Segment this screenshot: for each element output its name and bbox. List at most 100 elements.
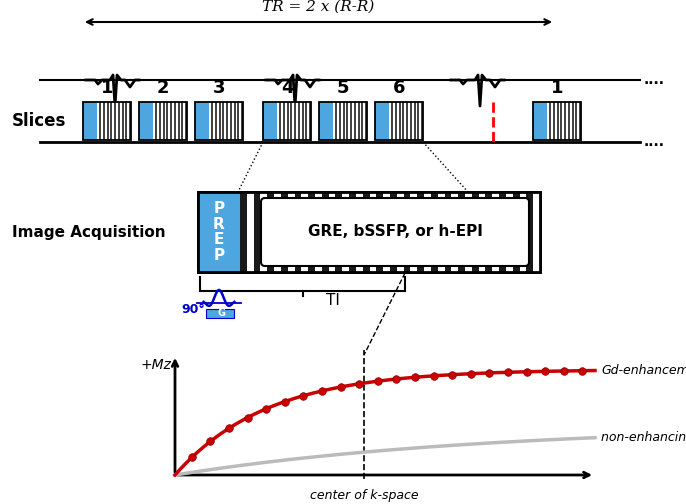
Bar (178, 102, 180, 140)
Bar (410, 102, 412, 140)
Bar (547, 102, 581, 140)
Text: ....: .... (644, 73, 665, 87)
Bar (198, 192, 540, 272)
Bar (472, 192, 479, 272)
Bar (118, 102, 120, 140)
Bar (114, 102, 116, 140)
Bar (571, 102, 573, 140)
Bar (97, 102, 131, 140)
Bar (308, 192, 315, 272)
Bar (263, 102, 311, 140)
Bar (234, 102, 235, 140)
Bar (339, 102, 341, 140)
Bar (557, 102, 558, 140)
Bar (287, 102, 289, 140)
Text: TI: TI (326, 293, 340, 308)
Bar (568, 102, 570, 140)
Bar (170, 102, 172, 140)
Bar (417, 192, 424, 272)
Bar (319, 102, 333, 140)
Bar (211, 102, 213, 140)
Bar (195, 102, 243, 140)
Bar (391, 102, 393, 140)
Bar (362, 102, 364, 140)
Bar (533, 102, 581, 140)
Bar (290, 102, 292, 140)
Bar (298, 102, 300, 140)
Bar (349, 192, 356, 272)
Bar (215, 102, 217, 140)
Point (410, 373, 421, 382)
Bar (159, 102, 161, 140)
Bar (350, 102, 352, 140)
Point (316, 387, 327, 395)
Text: G: G (217, 308, 225, 319)
Bar (533, 102, 547, 140)
Bar (458, 192, 465, 272)
Bar (139, 102, 154, 140)
Bar (107, 102, 108, 140)
Bar (403, 102, 404, 140)
Bar (241, 102, 243, 140)
Point (540, 367, 551, 375)
Point (224, 424, 235, 432)
Point (484, 369, 495, 377)
Bar (222, 102, 224, 140)
Bar (579, 102, 581, 140)
Bar (512, 192, 519, 272)
Bar (154, 102, 187, 140)
Text: center of k-space: center of k-space (309, 489, 418, 502)
Bar (445, 192, 451, 272)
Text: non-enhancing tissue: non-enhancing tissue (601, 431, 686, 444)
Bar (268, 192, 274, 272)
Point (261, 405, 272, 413)
Point (447, 370, 458, 379)
Bar (294, 192, 301, 272)
Bar (346, 102, 348, 140)
Text: TR = 2 x (R-R): TR = 2 x (R-R) (262, 0, 375, 14)
Bar (302, 102, 303, 140)
Bar (103, 102, 105, 140)
Bar (576, 102, 577, 140)
Text: 4: 4 (281, 79, 293, 97)
Text: 5: 5 (337, 79, 349, 97)
Bar (319, 102, 367, 140)
Bar (390, 192, 397, 272)
Bar (322, 192, 329, 272)
Text: GRE, bSSFP, or h-EPI: GRE, bSSFP, or h-EPI (307, 224, 482, 239)
Point (335, 383, 346, 391)
Point (428, 372, 439, 380)
Bar (198, 192, 540, 272)
Point (577, 366, 588, 374)
Bar (560, 102, 563, 140)
Bar (395, 102, 397, 140)
Bar (431, 192, 438, 272)
Bar (240, 192, 540, 272)
Bar (357, 102, 359, 140)
Bar (126, 102, 128, 140)
Bar (549, 102, 551, 140)
Bar (375, 102, 423, 140)
Bar (167, 102, 168, 140)
Bar (254, 192, 261, 272)
Bar (333, 102, 367, 140)
Bar (263, 102, 277, 140)
Bar (155, 102, 157, 140)
Bar (185, 102, 187, 140)
Text: 3: 3 (213, 79, 225, 97)
Bar (390, 102, 423, 140)
Bar (406, 102, 408, 140)
Bar (83, 102, 131, 140)
Point (242, 413, 253, 421)
Bar (195, 102, 209, 140)
Bar (486, 192, 493, 272)
Bar (209, 102, 243, 140)
Text: P
R
E
P: P R E P (213, 201, 225, 263)
Bar (219, 102, 221, 140)
Bar (279, 102, 281, 140)
Point (354, 380, 365, 388)
Point (298, 392, 309, 400)
Bar (174, 102, 176, 140)
Bar (343, 102, 344, 140)
Point (391, 375, 402, 383)
